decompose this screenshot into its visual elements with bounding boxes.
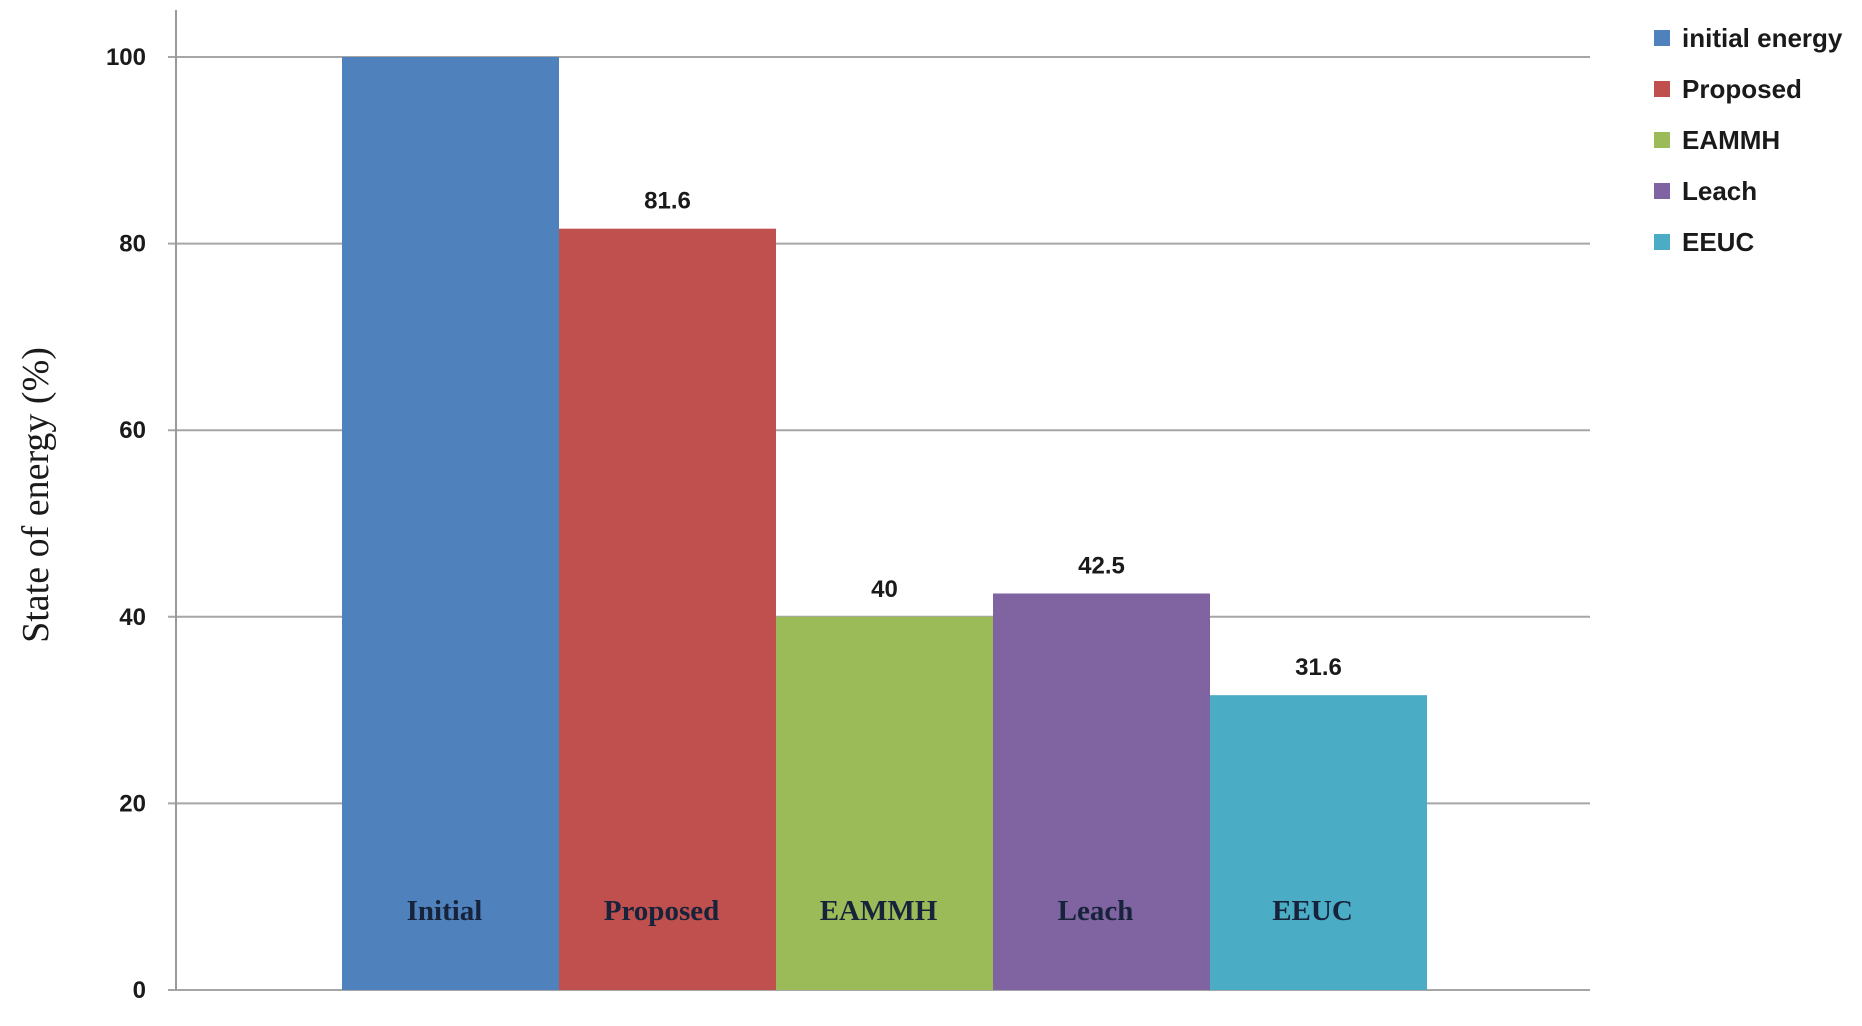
- bars: [342, 57, 1427, 990]
- y-tick-labels: 0 20 40 60 80 100: [106, 44, 146, 1004]
- legend-swatch: [1654, 234, 1670, 250]
- data-label: 42.5: [1078, 552, 1125, 579]
- category-label: EAMMH: [820, 895, 938, 927]
- legend-label: initial energy: [1682, 23, 1843, 53]
- y-tick-label: 60: [119, 417, 146, 444]
- y-tick-label: 100: [106, 44, 146, 71]
- category-label: Proposed: [604, 895, 719, 927]
- data-labels: 81.6 40 42.5 31.6: [644, 188, 1342, 682]
- bar: [776, 616, 993, 990]
- legend-label: EEUC: [1682, 227, 1754, 257]
- data-label: 40: [871, 576, 898, 603]
- legend: initial energy Proposed EAMMH Leach EEUC: [1654, 23, 1843, 257]
- bar: [1210, 695, 1427, 990]
- legend-label: Leach: [1682, 176, 1757, 206]
- legend-swatch: [1654, 81, 1670, 97]
- bar: [559, 228, 776, 990]
- y-tick-label: 0: [133, 977, 146, 1004]
- bar: [993, 593, 1210, 990]
- category-label: Leach: [1058, 895, 1134, 927]
- y-tick-label: 40: [119, 604, 146, 631]
- legend-swatch: [1654, 30, 1670, 46]
- y-tick-label: 20: [119, 790, 146, 817]
- category-labels: Initial Proposed EAMMH Leach EEUC: [407, 895, 1353, 927]
- data-label: 31.6: [1295, 654, 1342, 681]
- legend-swatch: [1654, 183, 1670, 199]
- legend-label: Proposed: [1682, 74, 1802, 104]
- y-tick-label: 80: [119, 231, 146, 258]
- category-label: Initial: [407, 895, 483, 927]
- bar: [342, 57, 559, 990]
- category-label: EEUC: [1272, 895, 1353, 927]
- legend-swatch: [1654, 132, 1670, 148]
- legend-label: EAMMH: [1682, 125, 1780, 155]
- data-label: 81.6: [644, 188, 691, 215]
- y-axis-label: State of energy (%): [15, 347, 57, 643]
